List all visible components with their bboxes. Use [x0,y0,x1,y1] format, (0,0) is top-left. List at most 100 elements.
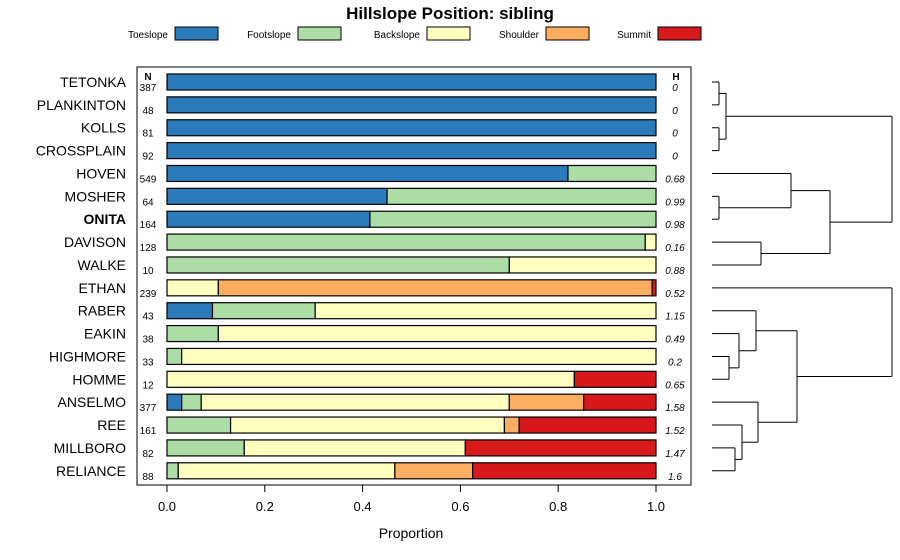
bar-segment [166,73,657,91]
bar-segment [217,324,657,343]
row-label: CROSSPLAIN [36,143,126,159]
row-label: KOLLS [81,120,126,136]
row-label: EAKIN [84,326,126,342]
n-value: 161 [140,426,157,437]
h-value: 0 [672,106,678,117]
bar-segment [166,302,214,320]
row-label: HOVEN [76,165,126,181]
bar-segment [166,96,657,114]
n-value: 82 [142,449,154,460]
bar-segment [166,462,179,480]
h-value: 1.58 [665,403,685,414]
bar-segment [166,324,219,343]
legend-label: Shoulder [499,30,540,41]
bar-segment [573,370,657,388]
bar-segment [503,416,520,434]
legend-swatch [297,26,342,41]
h-value: 1.6 [668,472,682,483]
legend-swatch [657,26,702,41]
bar-segment [166,256,510,274]
n-value: 10 [142,266,154,277]
n-value: 88 [142,472,154,483]
bar-segment [166,347,183,366]
bar-segment [166,187,388,205]
bar-segment [314,302,657,320]
bar-segment [243,439,466,457]
n-value: 239 [140,289,157,300]
n-value: 164 [140,220,157,231]
plot-panel [136,66,692,486]
h-value: 1.15 [665,312,685,323]
h-column-header: H [672,72,679,83]
h-value: 0 [672,152,678,163]
h-value: 0.68 [665,174,685,185]
row-label: ETHAN [79,280,126,296]
x-tick-label: 0.2 [256,499,274,514]
n-value: 92 [142,152,154,163]
bar-segment [166,439,245,457]
bar-segment [464,439,657,457]
bar-segment [583,393,657,411]
n-value: 43 [142,312,154,323]
h-value: 0.2 [668,357,682,368]
row-label: TETONKA [60,74,127,90]
row-label: RABER [78,303,126,319]
n-value: 12 [142,380,154,391]
dendrogram [712,81,893,472]
x-axis-title: Proportion [379,525,444,541]
row-label: HIGHMORE [49,348,126,364]
x-tick-label: 0.0 [158,499,176,514]
h-value: 1.52 [665,426,685,437]
n-value: 377 [140,403,157,414]
h-value: 0.65 [665,380,685,391]
h-value: 0.49 [665,335,685,346]
bar-segment [567,164,657,183]
bar-segment [369,210,657,228]
h-value: 0.52 [665,289,685,300]
bar-segment [166,210,371,228]
bar-segment [200,393,510,411]
h-value: 1.47 [665,449,685,460]
legend-label: Summit [617,30,651,41]
bar-segment [166,279,219,297]
row-label: ANSELMO [58,394,127,410]
n-value: 387 [140,83,157,94]
bar-segment [166,164,569,183]
bar-segment [651,279,657,297]
h-value: 0.88 [665,266,685,277]
legend-swatch [545,26,590,41]
bar-segment [229,416,506,434]
row-label: PLANKINTON [37,97,126,113]
legend: Toeslope Footslope Backslope Shoulder Summit [128,26,702,41]
x-tick-label: 0.4 [354,499,372,514]
bar-segment [166,416,232,434]
bar-segment [181,347,657,366]
bar-segment [166,370,575,388]
legend-swatch [426,26,471,41]
h-value: 0.16 [665,243,685,254]
n-column-header: N [144,72,151,83]
x-axis: 0.0 0.2 0.4 0.6 0.8 1.0 [158,485,665,514]
bar-segment [166,393,183,411]
bar-segment [518,416,657,434]
h-value: 0.99 [665,197,685,208]
bar-segment [166,119,657,137]
bar-rows: TETONKA 387 0 PLANKINTON 48 0 KOLLS 81 0 CROSSPLA… [36,73,685,483]
n-value: 38 [142,335,154,346]
n-value: 48 [142,106,154,117]
row-label: REE [97,417,126,433]
bar-segment [211,302,316,320]
legend-label: Footslope [247,30,291,41]
bar-segment [386,187,657,205]
row-label: HOMME [72,371,126,387]
x-tick-label: 0.8 [549,499,567,514]
h-value: 0 [672,129,678,140]
row-label: MOSHER [65,188,126,204]
row-label: RELIANCE [56,463,126,479]
bar-segment [508,393,585,411]
row-label: MILLBORO [54,440,126,456]
bar-segment [181,393,202,411]
row-label: ONITA [83,211,126,227]
h-value: 0.98 [665,220,685,231]
